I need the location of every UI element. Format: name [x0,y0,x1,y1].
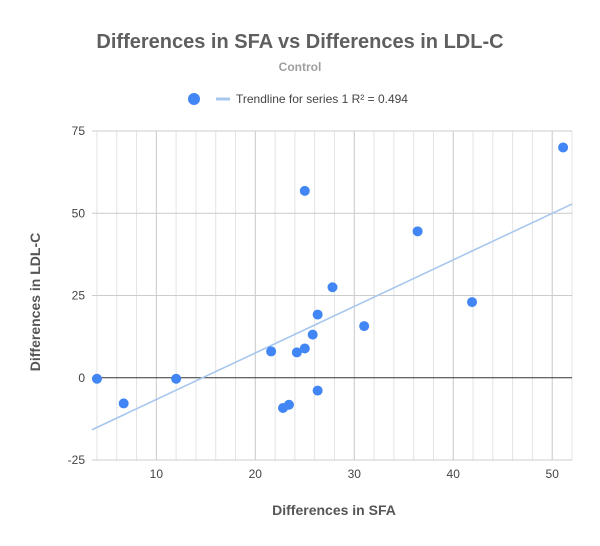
data-points [91,142,569,414]
x-tick-label: 30 [348,467,362,481]
data-point [299,343,310,354]
x-tick-label: 20 [249,467,263,481]
y-tick-label: -25 [68,453,86,467]
data-point [266,346,277,357]
data-point [359,321,370,332]
grid [92,130,573,461]
y-axis-title: Differences in LDL-C [27,233,43,371]
x-tick-label: 10 [150,467,164,481]
x-tick-label: 40 [447,467,461,481]
data-point [299,185,310,196]
trendline [91,203,573,431]
data-point [312,385,323,396]
x-axis-title: Differences in SFA [272,502,396,518]
data-point [467,297,478,308]
chart-title: Differences in SFA vs Differences in LDL… [96,31,503,53]
data-point [307,329,318,340]
data-point [327,282,338,293]
chart-subtitle: Control [279,60,322,74]
data-point [118,398,129,409]
data-point [283,399,294,410]
data-point [558,142,569,153]
data-point [312,309,323,320]
tick-labels: 10 20 30 40 50 -25 0 25 50 75 [68,124,560,481]
y-tick-label: 50 [72,206,86,220]
legend-series-marker [188,93,200,105]
data-point [291,347,302,358]
data-point [171,373,182,384]
x-tick-label: 50 [546,467,560,481]
y-tick-label: 0 [78,371,85,385]
y-tick-label: 25 [72,289,86,303]
legend-trendline-label: Trendline for series 1 R² = 0.494 [236,92,408,106]
data-point [91,373,102,384]
legend: Trendline for series 1 R² = 0.494 [188,92,408,106]
trendline-series-1 [91,203,573,431]
y-tick-label: 75 [72,124,86,138]
data-point [412,226,423,237]
